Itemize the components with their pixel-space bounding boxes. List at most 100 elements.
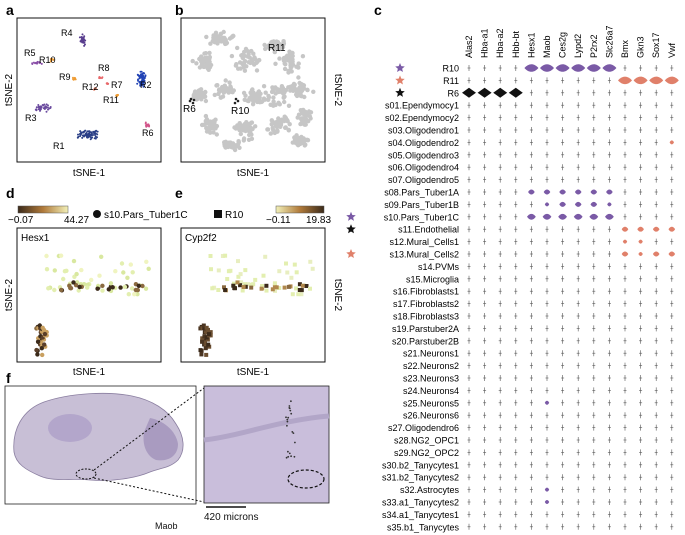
tsne-point — [218, 95, 223, 100]
tsne-point — [241, 136, 247, 141]
tsne-point — [269, 118, 274, 123]
tsne-point — [297, 85, 303, 90]
tsne-point — [228, 268, 233, 273]
tsne-point — [304, 284, 309, 288]
subcluster-row-label: s20.Parstuber2B — [392, 336, 459, 346]
tsne-point — [223, 140, 229, 146]
tsne-point — [246, 51, 251, 57]
tsne-point — [140, 283, 145, 289]
subcluster-row-label: s35.b1_Tanycytes — [387, 522, 460, 532]
tsne-point — [42, 104, 45, 107]
tsne-point — [261, 273, 266, 278]
subcluster-row-label: s27.Oligodendro6 — [388, 423, 459, 433]
tsne-point — [142, 79, 145, 82]
tsne-point — [211, 130, 216, 135]
tsne-point — [94, 87, 97, 90]
tsne-point — [138, 75, 141, 78]
tsne-point — [270, 88, 275, 93]
tsne-point — [305, 87, 310, 93]
hippocampus-region — [48, 414, 92, 442]
gene-label: Lypd2 — [573, 34, 583, 58]
tsne-point — [205, 337, 210, 342]
tsne-point — [81, 136, 84, 139]
violin-mark — [606, 189, 613, 195]
tsne-point — [226, 90, 231, 95]
subcluster-row-label: s02.Ependymocy2 — [385, 113, 459, 123]
stained-cell — [285, 416, 287, 419]
panel-f-zoom-image — [203, 385, 330, 504]
tsne-point — [74, 77, 76, 80]
tsne-point — [91, 136, 94, 139]
highlight-point-R6 — [188, 99, 192, 103]
tsne-point — [91, 132, 93, 135]
panel-e-legend-text: R10 — [225, 210, 244, 221]
tsne-point — [135, 292, 140, 297]
tsne-point — [290, 50, 295, 56]
stained-cell — [287, 455, 290, 458]
panel-d-legend-text: s10.Pars_Tuber1C — [104, 210, 188, 221]
stained-cell — [286, 418, 289, 421]
tsne-point — [243, 284, 248, 289]
tsne-point — [300, 54, 306, 59]
tsne-point — [297, 282, 302, 287]
tsne-point — [272, 49, 277, 55]
subcluster-row-label: s14.PVMs — [418, 262, 460, 272]
cluster-label-R7: R7 — [111, 80, 123, 90]
tsne-point — [35, 352, 40, 357]
tsne-point — [261, 84, 267, 89]
tsne-point — [203, 346, 208, 351]
highlight-point-R6 — [191, 101, 195, 105]
panel-label-d: d — [6, 185, 15, 201]
tsne-point — [39, 346, 44, 351]
panel-f-roi-left — [75, 468, 97, 480]
tsne-point — [209, 267, 213, 272]
tsne-point — [220, 38, 225, 44]
gene-label: Alas2 — [464, 35, 474, 58]
tsne-point — [199, 54, 204, 59]
tsne-point — [90, 134, 93, 137]
subcluster-row-label: s25.Neurons5 — [403, 398, 459, 408]
cluster-label-R3: R3 — [25, 113, 37, 123]
violin-mark — [559, 201, 566, 207]
panel-a-frame — [16, 17, 162, 163]
tsne-point — [85, 285, 90, 290]
tsne-point — [273, 61, 278, 66]
tsne-point — [139, 84, 142, 87]
tsne-point — [203, 98, 209, 104]
tsne-point — [205, 57, 210, 62]
tsne-point — [243, 268, 248, 273]
star-icon — [346, 211, 356, 221]
tsne-point — [46, 106, 49, 109]
tsne-point — [71, 258, 77, 264]
subcluster-row-label: s10.Pars_Tuber1C — [384, 212, 460, 222]
stained-cell — [288, 405, 291, 407]
tsne-point — [199, 352, 204, 357]
stained-cell — [290, 455, 292, 458]
zoom-stained-cells — [285, 400, 296, 459]
violin-mark — [527, 213, 536, 220]
tsne-point — [206, 332, 211, 337]
tsne-point — [218, 32, 223, 37]
panel-c-violin-matrix: Alas2 Hba-a1 Hba-a2 Hbb-bt Hesx1 Maob Ces2g Lyp… — [346, 25, 679, 535]
tsne-point — [143, 83, 146, 86]
scale-bar-label: 420 microns — [204, 512, 259, 523]
tsne-point — [222, 83, 227, 89]
tsne-point — [135, 287, 140, 293]
subcluster-row-label: s22.Neurons2 — [403, 361, 459, 371]
tsne-point — [129, 286, 135, 291]
tsne-point — [264, 283, 269, 288]
violin-mark — [574, 201, 582, 207]
tsne-point — [262, 42, 267, 48]
violin-mark — [544, 202, 550, 207]
tsne-point — [40, 62, 43, 65]
tsne-point — [271, 41, 276, 46]
tsne-point — [76, 288, 81, 293]
gene-label: Maob — [542, 35, 552, 58]
tsne-point — [277, 286, 282, 290]
tsne-point — [265, 127, 271, 132]
tsne-point — [296, 136, 302, 141]
subcluster-row-label: s24.Neurons4 — [403, 386, 459, 396]
tsne-point — [211, 119, 216, 125]
tsne-point — [268, 131, 273, 136]
tsne-point — [301, 83, 307, 88]
